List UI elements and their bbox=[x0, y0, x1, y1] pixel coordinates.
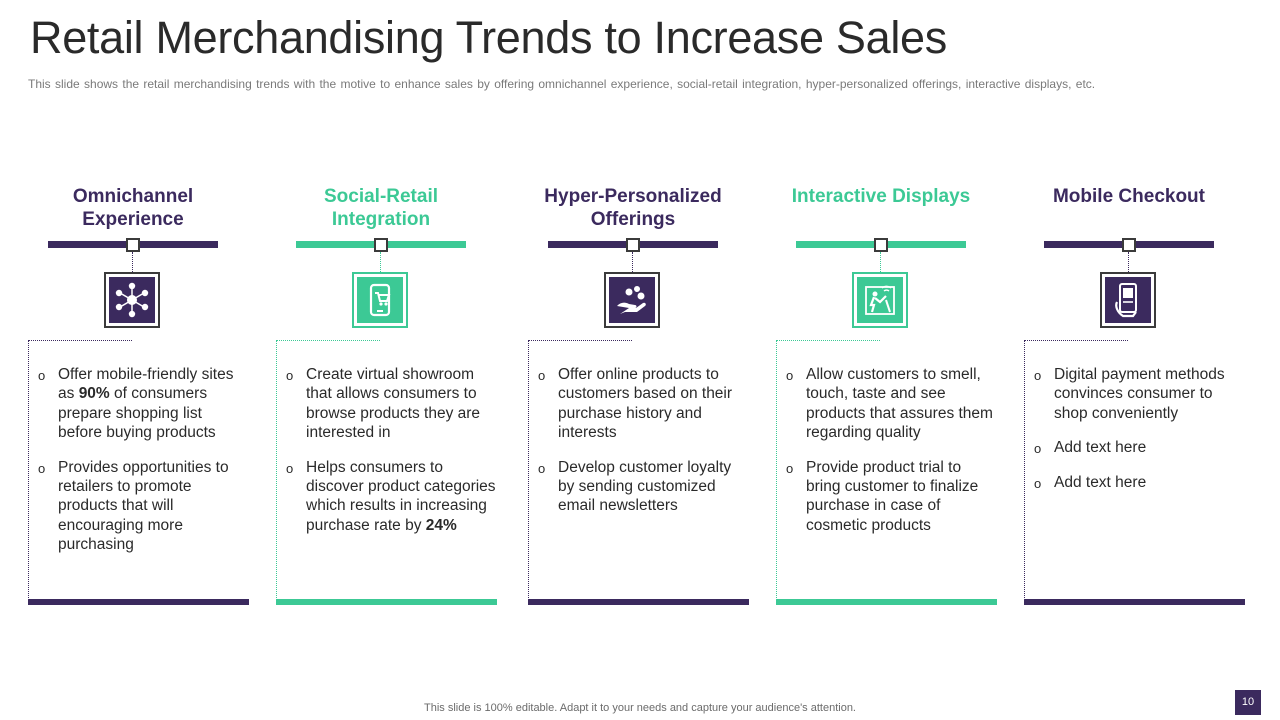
connector-line bbox=[528, 340, 632, 341]
network-hub-icon bbox=[109, 277, 155, 323]
icon-frame bbox=[604, 272, 660, 328]
connector-line bbox=[276, 340, 277, 602]
column-heading: Mobile Checkout bbox=[1052, 186, 1205, 207]
connector-line bbox=[276, 340, 380, 341]
connector-node bbox=[626, 238, 640, 252]
connector-line bbox=[632, 252, 633, 272]
footer-bar bbox=[28, 599, 249, 605]
list-item: Offer online products to customers based… bbox=[538, 365, 748, 443]
page-number-badge: 10 bbox=[1235, 690, 1261, 715]
list-item: Digital payment methods convinces consum… bbox=[1034, 365, 1244, 423]
column-heading: Interactive Displays bbox=[791, 186, 971, 207]
trend-column-omnichannel: Omnichannel Experience Offer mobile-frie… bbox=[28, 185, 250, 607]
bullet-list: Digital payment methods convinces consum… bbox=[1034, 365, 1244, 507]
bullet-list: Offer mobile-friendly sites as 90% of co… bbox=[38, 365, 248, 570]
icon-frame bbox=[1100, 272, 1156, 328]
hand-offering-icon bbox=[609, 277, 655, 323]
mobile-shopping-icon bbox=[357, 277, 403, 323]
connector-node bbox=[126, 238, 140, 252]
connector-line bbox=[28, 340, 29, 602]
column-heading: Hyper-Personalized Offerings bbox=[544, 186, 722, 230]
connector-line bbox=[380, 252, 381, 272]
slide-subtitle: This slide shows the retail merchandisin… bbox=[28, 77, 1096, 91]
slide-title: Retail Merchandising Trends to Increase … bbox=[30, 12, 947, 63]
connector-line bbox=[776, 340, 777, 602]
footer-bar bbox=[1024, 599, 1245, 605]
icon-frame bbox=[104, 272, 160, 328]
bullet-list: Allow customers to smell, touch, taste a… bbox=[786, 365, 996, 550]
list-item: Offer mobile-friendly sites as 90% of co… bbox=[38, 365, 248, 443]
slide-footer: This slide is 100% editable. Adapt it to… bbox=[424, 702, 856, 714]
list-item: Add text here bbox=[1034, 438, 1244, 459]
connector-line bbox=[528, 340, 529, 602]
interactive-display-icon bbox=[857, 277, 903, 323]
list-item: Create virtual showroom that allows cons… bbox=[286, 365, 496, 443]
list-item: Allow customers to smell, touch, taste a… bbox=[786, 365, 996, 443]
icon-frame bbox=[852, 272, 908, 328]
list-item: Provide product trial to bring customer … bbox=[786, 458, 996, 536]
list-item: Helps consumers to discover product cate… bbox=[286, 458, 496, 536]
bullet-list: Offer online products to customers based… bbox=[538, 365, 748, 531]
column-heading: Omnichannel Experience bbox=[72, 186, 194, 230]
bullet-list: Create virtual showroom that allows cons… bbox=[286, 365, 496, 550]
list-item: Add text here bbox=[1034, 473, 1244, 494]
icon-frame bbox=[352, 272, 408, 328]
trend-column-mobile-checkout: Mobile Checkout Digital payment methods … bbox=[1024, 185, 1246, 607]
list-item: Develop customer loyalty by sending cust… bbox=[538, 458, 748, 516]
connector-line bbox=[1024, 340, 1128, 341]
trend-column-social-retail: Social-Retail Integration Create virtual… bbox=[276, 185, 498, 607]
connector-node bbox=[1122, 238, 1136, 252]
list-item: Provides opportunities to retailers to p… bbox=[38, 458, 248, 555]
column-heading: Social-Retail Integration bbox=[323, 186, 439, 230]
trend-column-interactive-displays: Interactive Displays Allow customers to … bbox=[776, 185, 998, 607]
connector-line bbox=[132, 252, 133, 272]
connector-line bbox=[880, 252, 881, 272]
connector-line bbox=[28, 340, 132, 341]
connector-node bbox=[374, 238, 388, 252]
connector-line bbox=[1024, 340, 1025, 602]
phone-checkout-icon bbox=[1105, 277, 1151, 323]
footer-bar bbox=[528, 599, 749, 605]
footer-bar bbox=[776, 599, 997, 605]
connector-node bbox=[874, 238, 888, 252]
trend-column-hyper-personalized: Hyper-Personalized Offerings Offer onlin… bbox=[528, 185, 750, 607]
footer-bar bbox=[276, 599, 497, 605]
connector-line bbox=[776, 340, 880, 341]
connector-line bbox=[1128, 252, 1129, 272]
